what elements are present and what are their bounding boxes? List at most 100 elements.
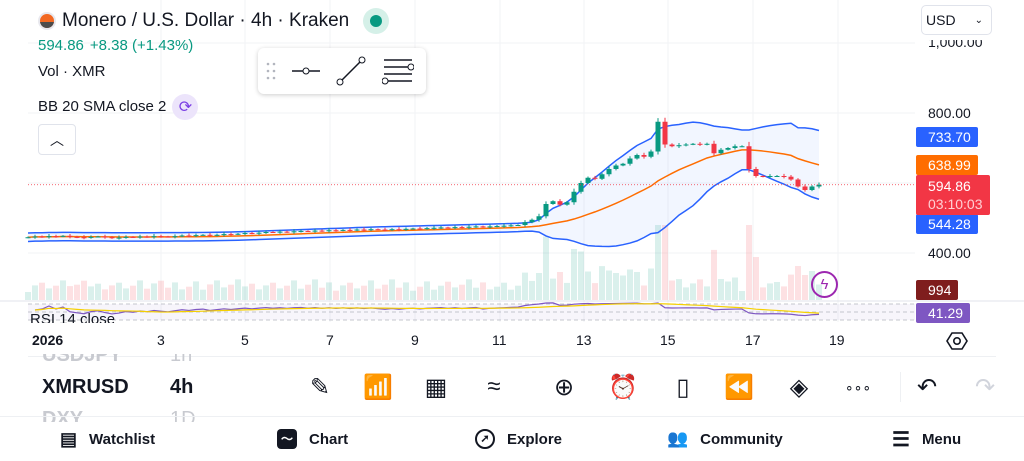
chart-settings-icon[interactable] (946, 330, 968, 352)
candle (123, 236, 129, 238)
candle (494, 226, 500, 228)
compare-icon[interactable]: ≈ (487, 373, 501, 400)
watchlist-icon: ▤ (60, 428, 78, 449)
volume-bar (333, 290, 339, 300)
volume-bar (683, 287, 689, 300)
candle (305, 230, 311, 232)
candles-icon[interactable]: ▯ (676, 373, 690, 401)
volume-bar (522, 272, 528, 300)
volume-bar (536, 273, 542, 300)
volume-bar (32, 285, 38, 300)
candle (74, 236, 80, 238)
drag-handle-icon[interactable] (266, 61, 276, 81)
sync-icon[interactable]: ⟳ (172, 94, 199, 120)
candle (235, 233, 241, 235)
candle (802, 186, 808, 190)
volume-bar (25, 292, 31, 300)
volume-legend[interactable]: Vol · XMR (38, 63, 106, 80)
fib-retracement-icon[interactable] (382, 57, 414, 85)
symbol-picker[interactable]: USDJPY 1h XMRUSD 4h DXY 1D (42, 354, 222, 422)
add-icon[interactable]: ⊕ (553, 373, 575, 401)
candle (578, 183, 584, 192)
price-chart[interactable] (0, 0, 1024, 345)
candle (557, 201, 563, 205)
bb-lower-line (27, 169, 820, 248)
volume-bar (137, 280, 143, 300)
nav-watchlist[interactable]: ▤ Watchlist (60, 420, 155, 458)
volume-bar (410, 290, 416, 300)
trend-line-icon[interactable] (336, 56, 366, 86)
candle (774, 176, 780, 177)
volume-bar (88, 286, 94, 300)
candle (480, 226, 486, 228)
nav-chart[interactable]: 〜 Chart (277, 420, 348, 458)
bar-countdown: 03:10:03 (928, 196, 983, 212)
templates-icon[interactable]: ▦ (424, 373, 448, 401)
redo-icon[interactable]: ↷ (974, 373, 996, 401)
currency-select[interactable]: USD ⌄ (921, 5, 992, 35)
volume-bar (361, 285, 367, 300)
more-icon[interactable]: ∘∘∘ (844, 378, 872, 395)
horizontal-line-icon[interactable] (292, 61, 320, 81)
candle (767, 176, 773, 177)
volume-bar (270, 282, 276, 300)
candle (473, 226, 479, 228)
volume-bar (53, 285, 59, 300)
candle (88, 236, 94, 238)
time-tick: 3 (157, 332, 165, 348)
volume-bar (662, 225, 668, 300)
volume-bar (102, 289, 108, 300)
volume-bar (396, 287, 402, 300)
last-price-label: 594.86 03:10:03 (916, 175, 990, 215)
volume-bar (487, 289, 493, 300)
volume-bar (172, 282, 178, 300)
candle (522, 222, 528, 225)
volume-bar (151, 283, 157, 300)
rsi-legend[interactable]: RSI 14 close (30, 311, 115, 323)
volume-bar (277, 288, 283, 300)
lightning-icon[interactable]: ϟ (811, 271, 838, 298)
replay-icon[interactable]: ⏪ (724, 373, 754, 401)
bb-legend[interactable]: BB 20 SMA close 2 ⟳ (38, 94, 199, 120)
volume-bar (550, 278, 556, 300)
candle (312, 230, 318, 232)
symbol-item[interactable]: USDJPY (42, 354, 123, 366)
volume-bar (753, 257, 759, 300)
volume-bar (564, 282, 570, 300)
volume-bar (389, 279, 395, 300)
indicators-icon[interactable]: 📶 (363, 373, 393, 401)
volume-bar (67, 286, 73, 300)
price-tick: 800.00 (928, 105, 971, 121)
symbol-title[interactable]: Monero / U.S. Dollar · 4h · Kraken (38, 8, 390, 34)
nav-community[interactable]: 👥 Community (667, 420, 783, 458)
candle (592, 177, 598, 179)
layers-icon[interactable]: ◈ (789, 373, 809, 401)
volume-bar (515, 285, 521, 300)
volume-bar (60, 280, 66, 300)
collapse-legend-button[interactable]: ︿ (38, 124, 76, 155)
candle (445, 227, 451, 229)
volume-bar (648, 268, 654, 300)
candle (333, 230, 339, 232)
time-tick: 13 (576, 332, 592, 348)
alert-icon[interactable]: ⏰ (608, 373, 638, 401)
candle (200, 234, 206, 236)
volume-bar (774, 282, 780, 300)
candle (501, 225, 507, 227)
symbol-item[interactable]: DXY (42, 408, 84, 422)
candle (529, 219, 535, 223)
volume-bar (690, 283, 696, 300)
undo-icon[interactable]: ↶ (916, 373, 938, 401)
symbol-item-active[interactable]: XMRUSD (42, 376, 129, 398)
price-change: +8.38 (+1.43%) (89, 37, 194, 54)
pencil-icon[interactable]: ✎ (309, 373, 331, 401)
nav-explore[interactable]: ➚ Explore (475, 420, 562, 458)
volume-bar (802, 275, 808, 300)
volume-bar (347, 282, 353, 300)
volume-bar (697, 279, 703, 300)
candle (424, 228, 430, 230)
candle (172, 236, 178, 238)
nav-menu[interactable]: ☰ Menu (892, 420, 961, 458)
volume-bar (158, 280, 164, 300)
time-tick: 5 (241, 332, 249, 348)
